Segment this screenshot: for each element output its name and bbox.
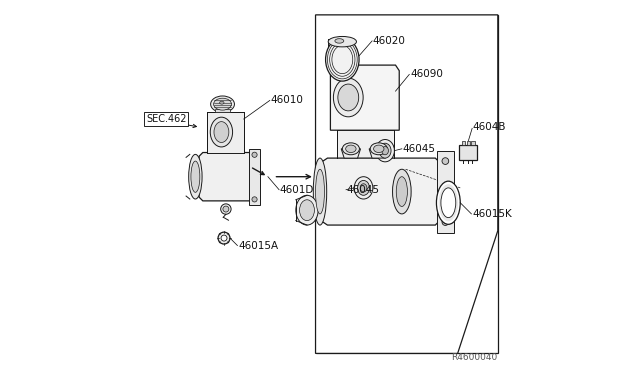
Ellipse shape (211, 117, 232, 147)
Polygon shape (207, 112, 244, 153)
Polygon shape (437, 151, 454, 232)
Ellipse shape (220, 101, 224, 104)
Polygon shape (369, 149, 388, 158)
Text: R4600040: R4600040 (452, 353, 498, 362)
Ellipse shape (436, 181, 460, 224)
Ellipse shape (252, 197, 257, 202)
Ellipse shape (379, 143, 391, 158)
Ellipse shape (392, 169, 411, 214)
Text: 46015K: 46015K (472, 209, 512, 219)
Ellipse shape (442, 158, 449, 164)
Ellipse shape (191, 161, 200, 192)
Bar (467, 141, 470, 145)
Ellipse shape (314, 158, 326, 225)
Ellipse shape (223, 206, 229, 212)
Ellipse shape (296, 195, 318, 225)
Ellipse shape (354, 177, 373, 199)
Ellipse shape (316, 169, 324, 214)
Ellipse shape (370, 143, 387, 155)
Ellipse shape (214, 98, 232, 110)
Polygon shape (337, 130, 394, 158)
Text: 46045: 46045 (347, 185, 380, 195)
Ellipse shape (221, 204, 231, 214)
Ellipse shape (396, 177, 408, 206)
Text: SEC.462: SEC.462 (146, 114, 186, 124)
Polygon shape (330, 65, 399, 130)
Text: 46010: 46010 (271, 96, 303, 105)
Ellipse shape (374, 145, 384, 153)
Text: 4601D: 4601D (280, 186, 314, 195)
Ellipse shape (438, 184, 458, 221)
Text: 46020: 46020 (373, 36, 406, 46)
Polygon shape (248, 149, 260, 205)
Ellipse shape (342, 143, 360, 155)
Ellipse shape (358, 180, 369, 195)
Ellipse shape (326, 38, 359, 81)
Ellipse shape (333, 78, 363, 117)
Ellipse shape (442, 219, 449, 225)
Ellipse shape (328, 36, 356, 47)
Text: 46045: 46045 (403, 144, 436, 154)
Bar (460, 145, 477, 160)
Ellipse shape (381, 147, 388, 155)
Polygon shape (322, 158, 439, 225)
Text: 46090: 46090 (410, 70, 443, 79)
Ellipse shape (189, 154, 202, 199)
Polygon shape (199, 153, 253, 201)
Text: 4604B: 4604B (473, 122, 506, 132)
Bar (215, 109, 230, 112)
Ellipse shape (221, 235, 227, 241)
Bar (316, 15, 498, 353)
Bar (328, 64, 351, 68)
Polygon shape (316, 15, 498, 353)
Bar (472, 141, 475, 145)
Ellipse shape (338, 84, 358, 111)
Bar (461, 141, 465, 145)
Ellipse shape (376, 140, 394, 162)
Ellipse shape (360, 184, 367, 192)
Ellipse shape (335, 39, 344, 43)
Ellipse shape (441, 188, 456, 218)
Ellipse shape (218, 232, 230, 244)
Text: 46015A: 46015A (238, 241, 278, 251)
Ellipse shape (214, 122, 229, 142)
Ellipse shape (252, 152, 257, 157)
Ellipse shape (300, 200, 314, 221)
Ellipse shape (346, 145, 356, 153)
Ellipse shape (211, 96, 234, 112)
Polygon shape (341, 149, 360, 158)
